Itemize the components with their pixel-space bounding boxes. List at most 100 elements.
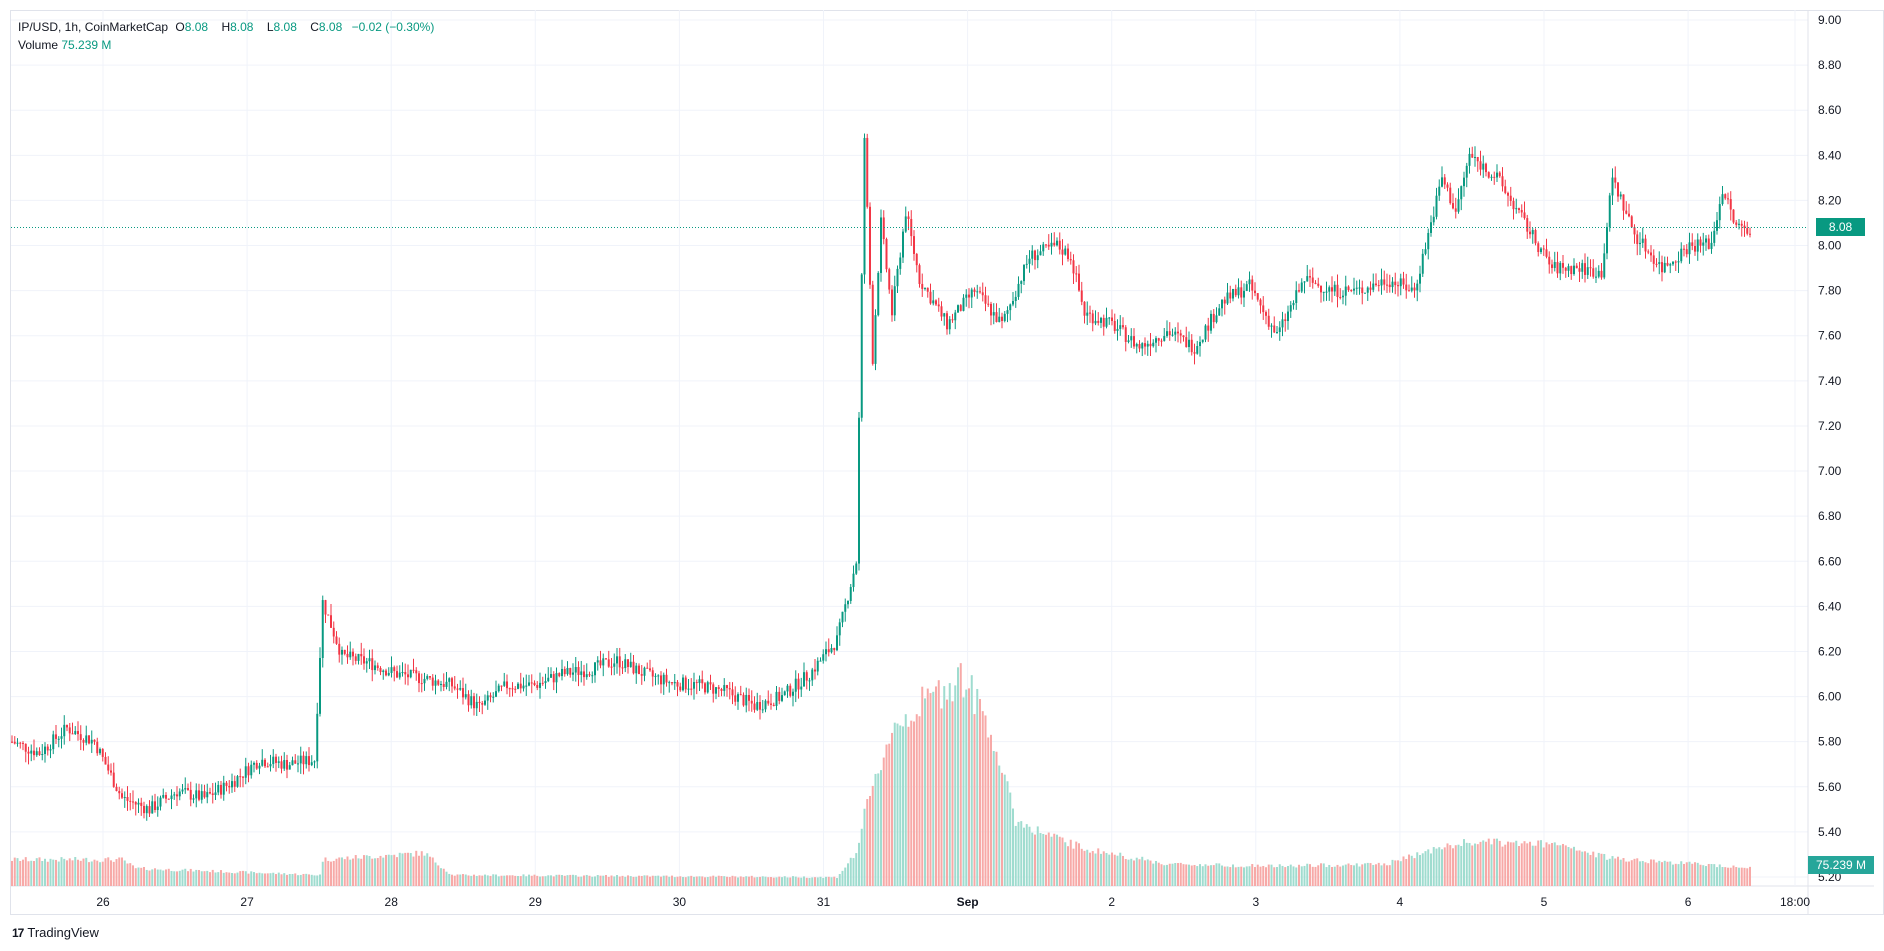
candle-body xyxy=(1416,283,1419,291)
candle-body xyxy=(1630,216,1633,228)
volume-bar xyxy=(1441,849,1443,886)
volume-bar xyxy=(825,876,827,886)
candle-body xyxy=(93,739,96,742)
time-axis[interactable]: 26 27 28 29 30 31 Sep 2 3 4 5 6 18:00 xyxy=(96,895,1810,909)
candle-body xyxy=(451,678,453,687)
candle-body xyxy=(860,274,863,418)
volume-bar xyxy=(71,860,74,886)
volume-bar xyxy=(1322,863,1325,886)
volume-label[interactable]: Volume xyxy=(18,38,59,52)
candle-body xyxy=(291,760,294,766)
volume-bar xyxy=(1273,867,1276,886)
legend-ohlc-row: IP/USD, 1h, CoinMarketCap O8.08 H8.08 L8… xyxy=(18,18,440,36)
candle-body xyxy=(470,696,473,706)
candle-body xyxy=(1039,251,1042,256)
candle-body xyxy=(1127,340,1130,342)
candle-body xyxy=(247,766,250,776)
volume-bar xyxy=(794,876,797,886)
price-axis[interactable]: 9.00 8.80 8.60 8.40 8.20 8.00 7.80 7.60 7.40 7.20… xyxy=(1818,13,1842,884)
candle-body xyxy=(1091,313,1094,324)
candle-body xyxy=(456,688,459,690)
volume-bar xyxy=(528,874,530,886)
volume-bar xyxy=(687,876,690,886)
candle-body xyxy=(858,417,860,564)
volume-bar xyxy=(1259,866,1262,886)
candle-body xyxy=(849,587,852,601)
candle-body xyxy=(1322,291,1325,293)
candle-body xyxy=(79,734,82,740)
volume-bar xyxy=(693,876,695,886)
volume-bar xyxy=(1144,860,1146,886)
volume-bar xyxy=(1102,851,1105,886)
volume-bar xyxy=(451,874,453,886)
candle-body xyxy=(1614,177,1617,183)
x-tick-label: 6 xyxy=(1685,895,1692,909)
volume-bar xyxy=(1050,836,1053,886)
candle-body xyxy=(1647,251,1650,253)
symbol-label[interactable]: IP/USD, 1h, CoinMarketCap xyxy=(18,20,169,34)
volume-bar xyxy=(811,877,814,886)
candle-body xyxy=(349,651,352,658)
tradingview-brand[interactable]: 17 TradingView xyxy=(12,925,99,940)
candle-body xyxy=(786,685,789,692)
open-value: 8.08 xyxy=(184,20,209,34)
volume-bar xyxy=(264,873,266,886)
candle-body xyxy=(717,687,720,689)
volume-bar xyxy=(547,875,550,886)
volume-bar xyxy=(209,872,211,886)
volume-bar xyxy=(891,732,893,886)
candle-body xyxy=(297,763,299,765)
volume-bar xyxy=(1531,845,1534,886)
candle-body xyxy=(1674,261,1677,263)
volume-bar xyxy=(396,857,398,886)
candle-body xyxy=(646,667,649,669)
volume-bar xyxy=(1419,855,1421,886)
volume-bar xyxy=(126,863,129,886)
candle-body xyxy=(871,284,874,364)
candle-body xyxy=(739,694,742,696)
candle-body xyxy=(789,685,792,696)
candle-body xyxy=(1325,291,1328,293)
volume-bar xyxy=(657,875,660,886)
candle-body xyxy=(346,653,349,658)
candle-body xyxy=(1199,341,1201,347)
volume-bar xyxy=(737,877,739,886)
volume-bar xyxy=(448,873,451,886)
volume-bar xyxy=(189,868,192,886)
candle-body xyxy=(792,691,794,696)
volume-bar xyxy=(1229,867,1232,886)
volume-bar xyxy=(1196,866,1199,886)
candle-body xyxy=(167,798,170,800)
candle-body xyxy=(231,781,233,788)
candle-body xyxy=(1149,343,1152,347)
volume-bar xyxy=(833,876,836,886)
candle-body xyxy=(1303,281,1306,283)
candle-body xyxy=(1188,339,1190,348)
candle-body xyxy=(1608,195,1611,227)
volume-bar xyxy=(500,875,503,886)
volume-bar xyxy=(385,854,387,886)
volume-bar xyxy=(858,842,860,886)
candle-body xyxy=(478,701,481,704)
volume-bar xyxy=(481,875,484,886)
volume-bar xyxy=(1281,865,1284,886)
volume-bar xyxy=(844,867,847,886)
volume-bar xyxy=(1083,850,1086,886)
volume-bar xyxy=(363,855,365,886)
volume-bar xyxy=(1003,774,1006,886)
candle-body xyxy=(767,700,770,704)
volume-bar xyxy=(1449,845,1452,886)
candle-body xyxy=(555,673,558,683)
candle-body xyxy=(148,806,151,814)
candle-body xyxy=(1124,327,1127,342)
volume-bar xyxy=(335,858,338,886)
volume-bar xyxy=(533,874,536,886)
volume-bar xyxy=(605,874,607,886)
candle-body xyxy=(1097,320,1100,323)
candle-body xyxy=(173,794,176,796)
volume-bar xyxy=(374,858,376,886)
volume-bar xyxy=(156,869,159,886)
volume-bar xyxy=(1518,845,1520,886)
volume-bar xyxy=(310,874,313,886)
